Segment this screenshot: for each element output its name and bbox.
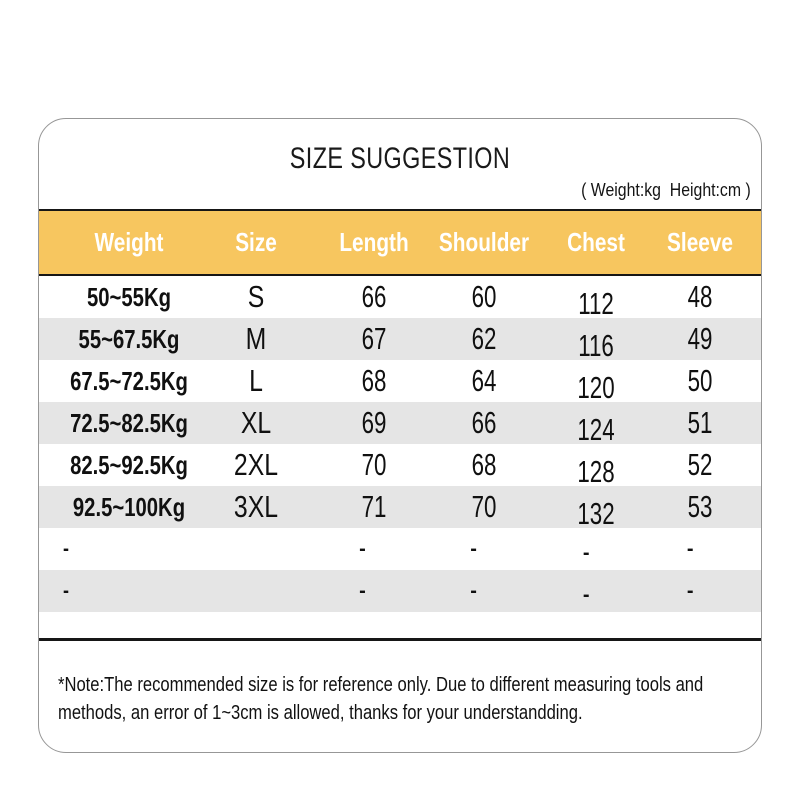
- cell-shoulder: -: [470, 580, 477, 602]
- table-body: 50~55Kg S 66 60 112 48 55~67.5Kg M 67 62 116 49 67.5…: [39, 276, 761, 612]
- column-header-sleeve: Sleeve: [667, 227, 734, 257]
- cell-length: -: [359, 538, 366, 560]
- cell-weight: 72.5~82.5Kg: [70, 408, 189, 438]
- cell-sleeve: 51: [687, 405, 713, 440]
- cell-length: 70: [361, 447, 387, 482]
- cell-sleeve: -: [686, 580, 694, 602]
- table-row: 55~67.5Kg M 67 62 116 49: [39, 318, 761, 363]
- note-divider: [39, 638, 761, 641]
- cell-size: L: [248, 363, 263, 398]
- cell-length: 67: [361, 321, 387, 356]
- cell-size: 2XL: [233, 447, 278, 482]
- footnote-line-2: methods, an error of 1~3cm is allowed, t…: [58, 702, 583, 724]
- column-header-length: Length: [339, 227, 409, 257]
- table-header-row: Weight Size Length Shoulder Chest Sleeve: [39, 209, 761, 276]
- cell-chest: 124: [577, 412, 615, 447]
- cell-sleeve: 49: [687, 321, 713, 356]
- cell-weight: 50~55Kg: [87, 282, 172, 312]
- cell-weight: 55~67.5Kg: [78, 324, 180, 354]
- table-row: -----: [39, 570, 761, 612]
- cell-length: 68: [361, 363, 387, 398]
- cell-chest: 132: [577, 496, 615, 531]
- cell-length: 66: [361, 279, 387, 314]
- cell-length: 71: [361, 489, 387, 524]
- cell-weight: 92.5~100Kg: [73, 492, 186, 522]
- cell-chest: 128: [577, 454, 615, 489]
- cell-chest: 120: [577, 370, 615, 405]
- column-header-size: Size: [234, 227, 277, 257]
- cell-shoulder: 68: [472, 447, 497, 482]
- footnote-line-1: *Note:The recommended size is for refere…: [58, 674, 704, 696]
- table-row: -----: [39, 528, 761, 570]
- cell-shoulder: 64: [472, 363, 497, 398]
- cell-sleeve: 50: [687, 363, 713, 398]
- cell-size: M: [245, 321, 266, 356]
- table-row: 67.5~72.5Kg L 68 64 120 50: [39, 360, 761, 405]
- cell-chest: 116: [578, 328, 615, 363]
- table-row: 82.5~92.5Kg 2XL 70 68 128 52: [39, 444, 761, 489]
- page-title: SIZE SUGGESTION: [289, 142, 511, 175]
- cell-shoulder: 62: [472, 321, 497, 356]
- cell-weight: 67.5~72.5Kg: [70, 366, 189, 396]
- cell-size: XL: [240, 405, 271, 440]
- cell-length: 69: [361, 405, 387, 440]
- cell-shoulder: 66: [472, 405, 497, 440]
- cell-chest: -: [582, 584, 590, 606]
- cell-weight: -: [63, 538, 70, 560]
- column-header-weight: Weight: [94, 227, 164, 257]
- cell-shoulder: 70: [472, 489, 497, 524]
- cell-sleeve: 52: [687, 447, 713, 482]
- cell-size: S: [247, 279, 264, 314]
- cell-weight: -: [63, 580, 70, 602]
- table-row: 50~55Kg S 66 60 112 48: [39, 276, 761, 321]
- cell-shoulder: -: [470, 538, 477, 560]
- cell-sleeve: -: [686, 538, 694, 560]
- cell-weight: 82.5~92.5Kg: [70, 450, 189, 480]
- cell-chest: 112: [578, 286, 615, 321]
- cell-size: 3XL: [233, 489, 278, 524]
- size-chart-card: SIZE SUGGESTION ( Weight:kg Height:cm ) …: [38, 118, 762, 753]
- cell-shoulder: 60: [472, 279, 497, 314]
- cell-length: -: [359, 580, 366, 602]
- cell-sleeve: 53: [687, 489, 713, 524]
- cell-sleeve: 48: [687, 279, 713, 314]
- table-row: 92.5~100Kg 3XL 71 70 132 53: [39, 486, 761, 531]
- table-row: 72.5~82.5Kg XL 69 66 124 51: [39, 402, 761, 447]
- cell-chest: -: [582, 542, 590, 564]
- footnote: *Note:The recommended size is for refere…: [58, 671, 755, 727]
- column-header-chest: Chest: [567, 227, 626, 257]
- column-header-shoulder: Shoulder: [439, 227, 530, 257]
- units-note: ( Weight:kg Height:cm ): [581, 180, 751, 200]
